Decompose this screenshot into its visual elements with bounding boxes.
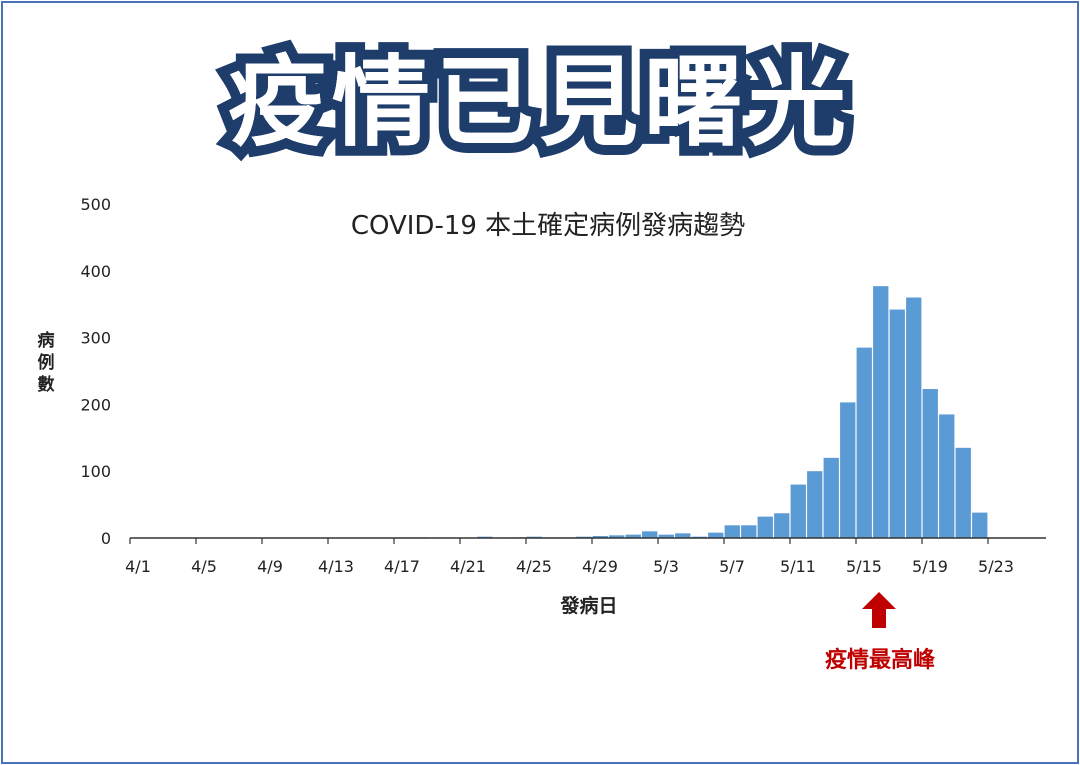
bar-4/30 [609,535,625,538]
x-tick-label: 4/1 [125,557,151,576]
x-tick-label: 5/15 [846,557,882,576]
bar-5/20 [939,414,955,538]
bar-5/12 [807,471,823,538]
bar-5/6 [708,532,724,538]
bar-5/14 [840,402,856,538]
bar-4/29 [592,535,608,538]
bar-5/9 [757,516,773,538]
x-tick-label: 5/7 [719,557,745,576]
x-tick-label: 5/23 [978,557,1014,576]
x-tick-label: 4/5 [191,557,217,576]
bar-5/22 [972,512,988,538]
bar-5/21 [955,447,971,538]
bar-5/1 [625,534,641,538]
y-tick-label: 300 [80,329,111,348]
x-tick-label: 4/29 [582,557,618,576]
chart-title: COVID-19 本土確定病例發病趨勢 [351,211,745,241]
x-tick-label: 4/13 [318,557,354,576]
peak-arrow-icon [862,592,896,628]
y-tick-label: 100 [80,462,111,481]
headline: 疫情已見曙光 [227,46,852,160]
x-tick-label: 5/19 [912,557,948,576]
y-axis-label-text: 病例數 [37,331,55,395]
bar-5/16 [873,286,889,538]
bar-5/13 [823,457,839,538]
y-tick-label: 200 [80,395,111,414]
x-tick-label: 4/25 [516,557,552,576]
peak-annotation: 疫情最高峰 [825,647,936,673]
bar-5/15 [856,347,872,538]
bar-5/19 [922,389,938,538]
x-tick-label: 4/9 [257,557,283,576]
bar-5/17 [889,309,905,538]
y-tick-label: 400 [80,262,111,281]
headline-outline: 疫情已見曙光 [218,36,856,170]
x-axis-label: 發病日 [559,594,617,617]
bar-5/10 [774,513,790,538]
bar-5/11 [790,484,806,538]
bar-5/18 [906,297,922,538]
bar-5/4 [675,533,691,538]
y-tick-label: 500 [80,195,111,214]
bar-5/2 [642,531,658,538]
y-tick-label: 0 [101,529,111,548]
bar-5/8 [741,525,757,538]
x-tick-label: 5/3 [653,557,679,576]
x-tick-label: 5/11 [780,557,816,576]
y-axis-label: 病例數 [34,330,58,396]
x-tick-label: 4/21 [450,557,486,576]
bar-5/3 [658,534,674,538]
bar-5/7 [724,525,740,538]
x-tick-label: 4/17 [384,557,420,576]
